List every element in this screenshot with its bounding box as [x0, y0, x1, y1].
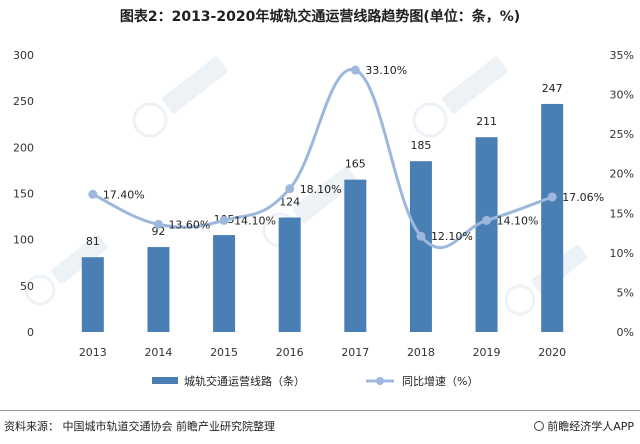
left-tick-label: 0: [27, 326, 34, 339]
left-tick-label: 150: [13, 188, 34, 201]
category-label: 2020: [538, 346, 566, 359]
category-label: 2014: [144, 346, 172, 359]
category-label: 2013: [79, 346, 107, 359]
growth-rate-point: [153, 219, 163, 229]
right-tick-label: 10%: [610, 247, 634, 260]
left-tick-label: 250: [13, 95, 34, 108]
bar: [81, 257, 104, 332]
legend-line-label: 同比增速（%）: [402, 374, 478, 388]
bar: [278, 217, 301, 332]
right-tick-label: 30%: [610, 89, 634, 102]
left-tick-label: 50: [20, 280, 34, 293]
left-axis: 0 50 100 150 200 250 300: [13, 49, 34, 339]
brand-name: 前瞻经济学人APP: [547, 420, 634, 433]
bar-value-label: 165: [345, 158, 366, 171]
growth-rate-point: [416, 231, 426, 241]
right-tick-label: 35%: [610, 49, 634, 62]
footer-divider: [0, 410, 640, 411]
bar: [475, 137, 498, 332]
right-tick-label: 0%: [617, 326, 634, 339]
growth-rate-label: 18.10%: [300, 183, 342, 196]
growth-rate-point: [350, 65, 360, 75]
category-axis: 2013 2014 2015 2016 2017 2018 2019 2020: [79, 346, 566, 359]
category-label: 2016: [276, 346, 304, 359]
category-label: 2018: [407, 346, 435, 359]
right-tick-label: 15%: [610, 207, 634, 220]
growth-rate-point: [482, 215, 492, 225]
right-axis: 0% 5% 10% 15% 20% 25% 30% 35%: [610, 49, 634, 339]
brand-credit: 前瞻经济学人APP: [534, 418, 634, 434]
bar-value-label: 124: [279, 196, 300, 209]
line-series: 17.40% 13.60% 14.10% 18.10% 33.10% 12.10% 14.1…: [88, 64, 604, 250]
growth-rate-point: [547, 192, 557, 202]
legend-bar-swatch: [152, 377, 178, 384]
bar: [147, 247, 170, 332]
bar-value-label: 247: [542, 82, 563, 95]
bar: [213, 235, 236, 332]
bar-value-label: 81: [86, 235, 100, 248]
right-tick-label: 20%: [610, 168, 634, 181]
legend-line-marker: [376, 377, 384, 385]
bar: [409, 161, 432, 332]
left-tick-label: 300: [13, 49, 34, 62]
growth-rate-point: [285, 184, 295, 194]
right-tick-label: 5%: [617, 286, 634, 299]
growth-rate-label: 17.06%: [562, 191, 604, 204]
chart-canvas: 0 50 100 150 200 250 300 0% 5% 10% 15% 20% 25% 30% 35…: [13, 49, 634, 388]
bar: [541, 103, 564, 332]
bar-value-label: 211: [476, 115, 497, 128]
legend: 城轨交通运营线路（条） 同比增速（%）: [152, 374, 478, 388]
brand-logo-icon: [534, 421, 545, 431]
growth-rate-label: 12.10%: [431, 230, 473, 243]
bar-value-label: 185: [410, 139, 431, 152]
growth-rate-point: [88, 189, 98, 199]
left-tick-label: 200: [13, 141, 34, 154]
bar: [344, 179, 367, 332]
source-note: 资料来源： 中国城市轨道交通协会 前瞻产业研究院整理: [4, 420, 275, 433]
growth-rate-label: 14.10%: [497, 214, 539, 227]
category-label: 2017: [341, 346, 369, 359]
growth-rate-label: 13.60%: [168, 218, 210, 231]
category-label: 2019: [473, 346, 501, 359]
growth-rate-label: 17.40%: [103, 188, 145, 201]
category-label: 2015: [210, 346, 238, 359]
legend-bar-label: 城轨交通运营线路（条）: [184, 374, 305, 388]
chart-title: 图表2：2013-2020年城轨交通运营线路趋势图(单位：条，%): [119, 9, 521, 25]
right-tick-label: 25%: [610, 128, 634, 141]
left-tick-label: 100: [13, 234, 34, 247]
growth-rate-point: [219, 215, 229, 225]
bar-value-label: 92: [151, 225, 165, 238]
growth-rate-label: 14.10%: [234, 214, 276, 227]
growth-rate-line: [92, 68, 553, 250]
growth-rate-label: 33.10%: [365, 64, 407, 77]
